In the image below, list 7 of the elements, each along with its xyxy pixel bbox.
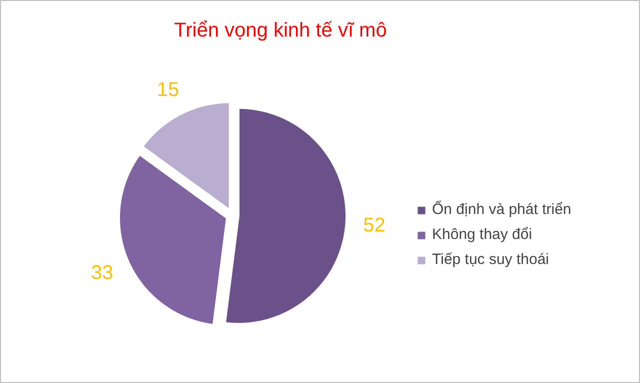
legend-label: Ổn định và phát triển bbox=[432, 201, 572, 218]
data-label: 52 bbox=[363, 214, 386, 236]
data-label: 15 bbox=[156, 78, 180, 101]
data-label: 33 bbox=[91, 262, 114, 284]
legend-label: Không thay đổi bbox=[432, 226, 532, 243]
legend-label: Tiếp tục suy thoái bbox=[432, 251, 550, 268]
chart-title: Triển vọng kinh tế vĩ mô bbox=[174, 20, 387, 42]
